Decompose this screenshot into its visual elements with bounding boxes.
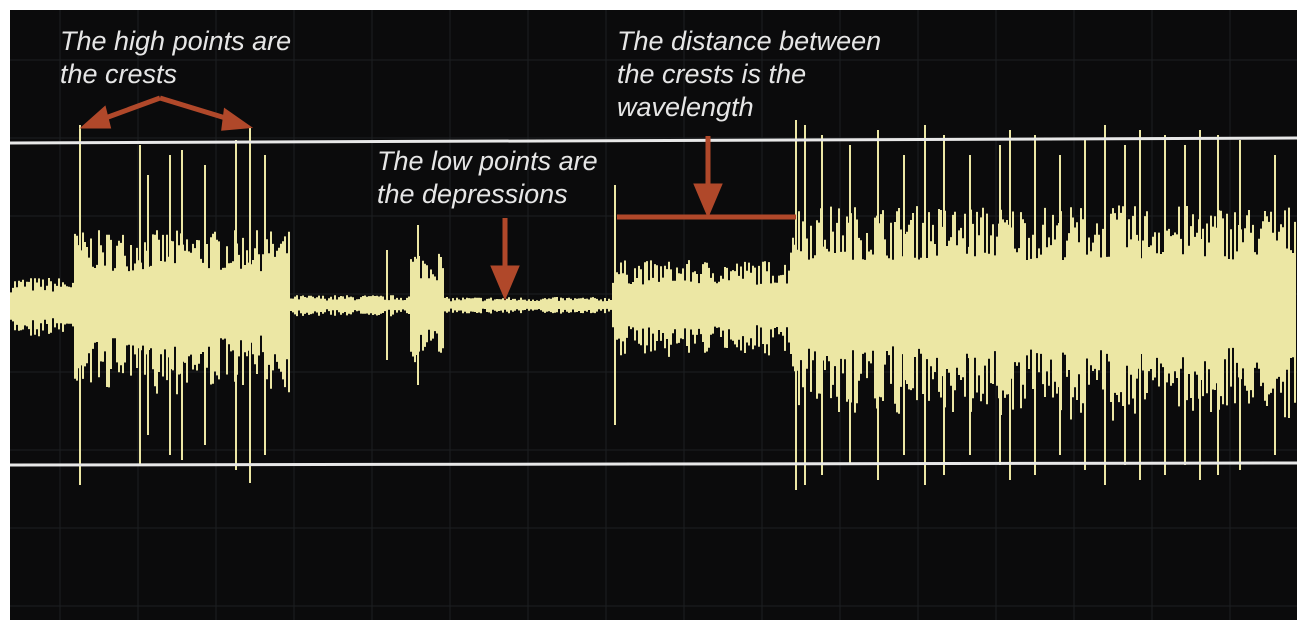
waveform-illustration: The high points are the crests The low p…	[0, 0, 1297, 625]
annotation-line: The low points are	[377, 146, 598, 176]
annotation-line: the crests is the	[617, 59, 806, 89]
annotation-line: The high points are	[60, 26, 291, 56]
annotation-line: wavelength	[617, 92, 754, 122]
annotation-line: the depressions	[377, 179, 568, 209]
annotation-line: The distance between	[617, 26, 881, 56]
annotation-line: the crests	[60, 59, 177, 89]
trough-line	[10, 463, 1297, 465]
